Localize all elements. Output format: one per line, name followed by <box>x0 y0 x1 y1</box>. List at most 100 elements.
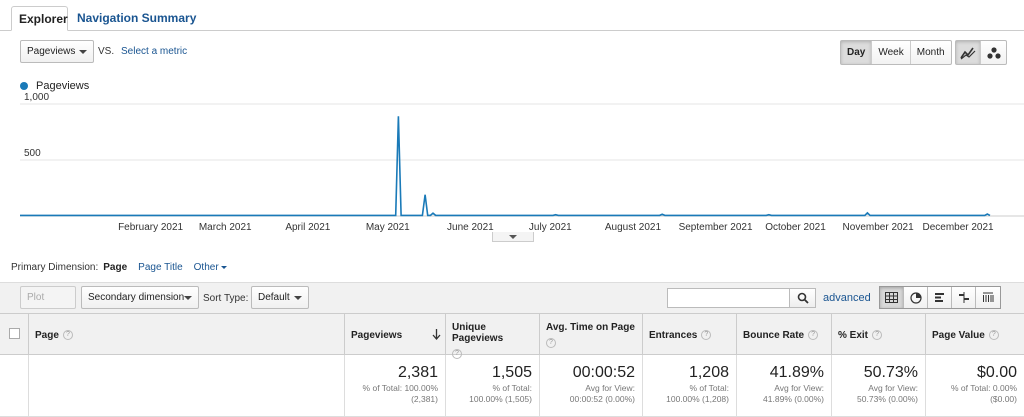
x-tick-label: September 2021 <box>679 222 753 232</box>
table-view-selector <box>879 286 1001 309</box>
tab-navigation-summary[interactable]: Navigation Summary <box>77 11 197 25</box>
x-tick-label: June 2021 <box>447 222 494 232</box>
term-cloud-view-icon[interactable] <box>976 287 1000 308</box>
primary-metric-select[interactable]: Pageviews <box>20 40 94 63</box>
x-tick-label: April 2021 <box>285 222 330 232</box>
help-icon[interactable]: ? <box>872 330 883 341</box>
total-entrances: 1,208 % of Total: 100.00% (1,208) <box>642 355 736 417</box>
x-tick-label: December 2021 <box>922 222 994 232</box>
total-bounce-rate-abs: 41.89% (0.00%) <box>763 394 824 404</box>
chevron-down-icon <box>184 296 192 300</box>
total-unique-pageviews-value: 1,505 <box>491 364 532 381</box>
data-table-view-icon[interactable] <box>880 287 904 308</box>
y-tick-label: 500 <box>24 148 41 159</box>
dimension-other[interactable]: Other <box>194 262 227 273</box>
advanced-filter-link[interactable]: advanced <box>823 292 871 304</box>
vs-label: VS. <box>98 46 115 57</box>
x-tick-label: November 2021 <box>843 222 915 232</box>
line-chart-icon[interactable] <box>956 41 981 64</box>
help-icon[interactable]: ? <box>988 330 999 341</box>
secondary-dimension-select[interactable]: Secondary dimension <box>81 286 199 309</box>
help-icon[interactable]: ? <box>546 338 556 348</box>
column-exit[interactable]: % Exit? <box>831 314 925 355</box>
chevron-down-icon <box>509 234 517 239</box>
motion-chart-icon[interactable] <box>981 41 1006 64</box>
help-icon[interactable]: ? <box>62 330 73 341</box>
search-icon <box>797 292 809 304</box>
help-icon[interactable]: ? <box>701 330 712 341</box>
sort-type-select[interactable]: Default <box>251 286 309 309</box>
total-pageviews-pct: % of Total: 100.00% <box>362 383 438 393</box>
dimension-page-title[interactable]: Page Title <box>138 262 183 273</box>
column-pageviews-label: Pageviews <box>351 330 403 341</box>
total-avg-time-abs: 00:00:52 (0.00%) <box>569 394 635 404</box>
select-metric-link[interactable]: Select a metric <box>121 46 188 57</box>
column-pageviews[interactable]: Pageviews <box>344 314 445 355</box>
column-unique-pageviews-label: Unique Pageviews <box>452 322 504 344</box>
dimension-page[interactable]: Page <box>103 262 128 273</box>
totals-checkbox-cell <box>0 355 28 417</box>
total-page-value-pct: % of Total: 0.00% <box>951 383 1017 393</box>
column-avg-time[interactable]: Avg. Time on Page? <box>539 314 642 355</box>
column-bounce-rate-label: Bounce Rate <box>743 330 805 341</box>
total-pageviews-value: 2,381 <box>397 364 438 381</box>
comparison-view-icon[interactable] <box>952 287 976 308</box>
secondary-dimension-label: Secondary dimension <box>88 292 185 303</box>
total-unique-pageviews: 1,505 % of Total: 100.00% (1,505) <box>445 355 539 417</box>
total-pageviews-abs: (2,381) <box>411 394 438 404</box>
total-unique-pageviews-pct: % of Total: <box>492 383 532 393</box>
total-page-value-abs: ($0.00) <box>990 394 1017 404</box>
column-page-value[interactable]: Page Value? <box>925 314 1024 355</box>
select-all-checkbox[interactable] <box>9 328 20 339</box>
column-page[interactable]: Page? <box>28 314 345 355</box>
total-entrances-pct: % of Total: <box>689 383 729 393</box>
help-icon[interactable]: ? <box>452 349 462 359</box>
chevron-down-icon <box>79 50 87 54</box>
tab-explorer[interactable]: Explorer <box>11 6 68 31</box>
help-icon[interactable]: ? <box>808 330 819 341</box>
pageviews-chart: 1,000 500 February 2021 March 2021 April 202… <box>20 92 1024 232</box>
search-button[interactable] <box>789 288 816 308</box>
pie-chart-view-icon[interactable] <box>904 287 928 308</box>
table-search-input[interactable] <box>667 288 790 308</box>
sort-type-label: Sort Type: <box>203 293 249 304</box>
x-tick-label: August 2021 <box>605 222 662 232</box>
legend-label: Pageviews <box>36 80 90 92</box>
total-bounce-rate-value: 41.89% <box>769 364 824 381</box>
period-day-button[interactable]: Day <box>841 41 873 64</box>
column-entrances[interactable]: Entrances? <box>642 314 736 355</box>
report-tabs: Explorer Navigation Summary <box>0 0 1024 31</box>
total-bounce-rate: 41.89% Avg for View: 41.89% (0.00%) <box>736 355 831 417</box>
chart-collapse-handle[interactable] <box>492 232 534 242</box>
primary-metric-label: Pageviews <box>27 46 76 57</box>
period-week-button[interactable]: Week <box>872 41 911 64</box>
total-avg-time-label: Avg for View: <box>585 383 635 393</box>
column-bounce-rate[interactable]: Bounce Rate? <box>736 314 831 355</box>
totals-page-cell <box>28 355 345 417</box>
chevron-down-icon <box>294 296 302 300</box>
x-tick-label: February 2021 <box>118 222 183 232</box>
totals-row: 2,381 % of Total: 100.00% (2,381) 1,505 … <box>0 355 1024 417</box>
performance-view-icon[interactable] <box>928 287 952 308</box>
legend-dot <box>20 82 28 90</box>
total-page-value-value: $0.00 <box>976 364 1017 381</box>
table-toolbar: Plot Rows Secondary dimension Sort Type:… <box>0 282 1024 324</box>
sort-type-value: Default <box>258 292 290 303</box>
total-exit-abs: 50.73% (0.00%) <box>857 394 918 404</box>
period-selector: Day Week Month <box>840 40 952 65</box>
column-page-label: Page <box>35 330 59 341</box>
total-entrances-value: 1,208 <box>688 364 729 381</box>
primary-dimension-label: Primary Dimension: <box>11 262 99 273</box>
column-avg-time-label: Avg. Time on Page <box>546 322 635 333</box>
total-unique-pageviews-abs: 100.00% (1,505) <box>469 394 532 404</box>
period-month-button[interactable]: Month <box>916 47 945 58</box>
primary-dimension-row: Primary Dimension: Page Page Title Other <box>11 262 238 273</box>
total-exit: 50.73% Avg for View: 50.73% (0.00%) <box>831 355 925 417</box>
chart-type-selector <box>955 40 1007 65</box>
chart-legend: Pageviews <box>20 80 89 92</box>
sort-descending-icon[interactable] <box>432 329 441 340</box>
plot-rows-button[interactable]: Plot Rows <box>20 286 76 324</box>
column-entrances-label: Entrances <box>649 330 698 341</box>
pageviews-series-line[interactable] <box>20 116 991 217</box>
column-unique-pageviews[interactable]: Unique Pageviews? <box>445 314 539 359</box>
